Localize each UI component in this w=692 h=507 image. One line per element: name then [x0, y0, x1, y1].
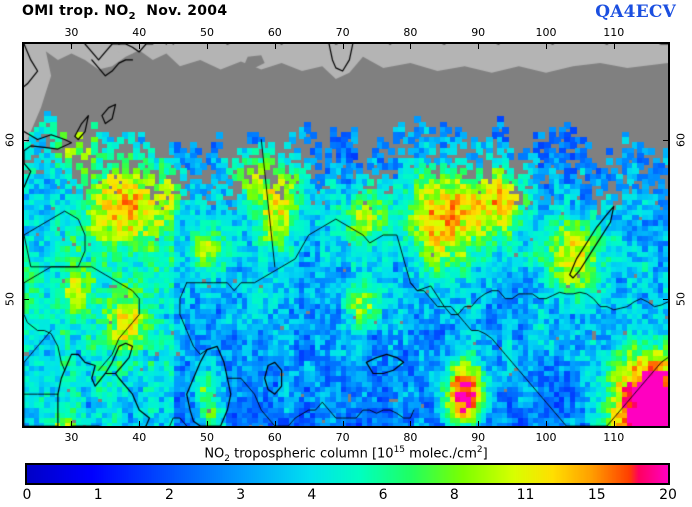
x-axis-label-bottom-80: 80 — [403, 431, 418, 444]
x-axis-label-bottom-30: 30 — [64, 431, 79, 444]
colorbar-tick-3: 3 — [236, 487, 246, 503]
title-species: OMI trop. NO — [22, 3, 129, 19]
x-tick-top-110 — [613, 44, 615, 49]
cb-exponent: 15 — [393, 445, 406, 455]
x-tick-top-40 — [139, 44, 141, 49]
x-axis-label-top-70: 70 — [335, 26, 350, 39]
x-tick-top-100 — [545, 44, 547, 49]
x-axis-label-bottom-70: 70 — [335, 431, 350, 444]
no2-heatmap-canvas — [24, 44, 668, 426]
x-tick-top-30 — [71, 44, 73, 49]
x-tick-bottom-40 — [139, 421, 141, 426]
x-tick-top-60 — [274, 44, 276, 49]
map-plot-area — [22, 42, 670, 428]
cb-mid: tropospheric column [10 — [230, 446, 394, 462]
colorbar-tick-8: 8 — [449, 487, 459, 503]
colorbar-tick-6: 6 — [378, 487, 388, 503]
colorbar-tick-4: 4 — [307, 487, 317, 503]
x-tick-top-50 — [207, 44, 209, 49]
x-axis-label-bottom-40: 40 — [132, 431, 147, 444]
x-axis-label-top-30: 30 — [64, 26, 79, 39]
x-tick-bottom-100 — [545, 421, 547, 426]
y-axis-label-left-60: 60 — [3, 132, 17, 147]
x-tick-top-70 — [342, 44, 344, 49]
colorbar-tick-11: 11 — [516, 487, 535, 503]
cb-bracket: ] — [482, 446, 488, 462]
qa4ecv-logo: QA4ECV — [595, 2, 676, 22]
colorbar — [25, 463, 670, 485]
x-axis-label-top-80: 80 — [403, 26, 418, 39]
cb-species: NO — [204, 446, 225, 462]
figure-title: OMI trop. NO2 Nov. 2004 — [22, 3, 227, 22]
x-tick-bottom-90 — [478, 421, 480, 426]
title-subscript: 2 — [128, 10, 136, 22]
colorbar-tick-0: 0 — [22, 487, 32, 503]
colorbar-tick-2: 2 — [164, 487, 174, 503]
x-tick-bottom-50 — [207, 421, 209, 426]
cb-units-exponent: 2 — [476, 445, 483, 455]
colorbar-tick-1: 1 — [93, 487, 103, 503]
y-tick-left-50 — [24, 298, 29, 300]
y-tick-right-50 — [663, 298, 668, 300]
x-axis-label-top-40: 40 — [132, 26, 147, 39]
y-tick-left-60 — [24, 139, 29, 141]
x-axis-label-top-50: 50 — [200, 26, 215, 39]
title-date: Nov. 2004 — [146, 3, 228, 19]
x-tick-top-80 — [410, 44, 412, 49]
colorbar-gradient — [27, 465, 668, 483]
x-axis-label-top-110: 110 — [603, 26, 625, 39]
x-axis-label-bottom-110: 110 — [603, 431, 625, 444]
x-tick-bottom-80 — [410, 421, 412, 426]
y-axis-label-right-50: 50 — [674, 291, 688, 306]
cb-units: molec./cm — [405, 446, 477, 462]
x-axis-label-bottom-100: 100 — [535, 431, 557, 444]
x-axis-label-bottom-60: 60 — [267, 431, 282, 444]
y-axis-label-left-50: 50 — [3, 291, 17, 306]
x-axis-label-top-60: 60 — [267, 26, 282, 39]
colorbar-tick-20: 20 — [659, 487, 677, 503]
x-tick-bottom-60 — [274, 421, 276, 426]
colorbar-tick-15: 15 — [587, 487, 606, 503]
x-axis-label-top-90: 90 — [471, 26, 486, 39]
x-axis-label-bottom-50: 50 — [200, 431, 215, 444]
colorbar-title: NO2 tropospheric column [1015 molec./cm2… — [0, 445, 692, 464]
x-axis-label-bottom-90: 90 — [471, 431, 486, 444]
x-axis-label-top-100: 100 — [535, 26, 557, 39]
x-tick-bottom-110 — [613, 421, 615, 426]
x-tick-bottom-30 — [71, 421, 73, 426]
y-tick-right-60 — [663, 139, 668, 141]
x-tick-bottom-70 — [342, 421, 344, 426]
x-tick-top-90 — [478, 44, 480, 49]
cb-subscript: 2 — [224, 453, 231, 464]
y-axis-label-right-60: 60 — [674, 132, 688, 147]
